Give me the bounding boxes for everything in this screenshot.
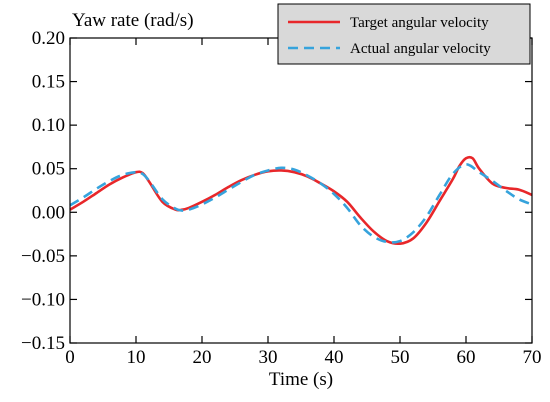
legend-box bbox=[277, 3, 531, 65]
x-tick-label: 60 bbox=[457, 347, 476, 368]
x-tick-label: 70 bbox=[523, 347, 542, 368]
actual-angular-velocity-line bbox=[69, 163, 533, 244]
legend: Target angular velocity Actual angular ve… bbox=[277, 3, 531, 65]
x-tick-label: 40 bbox=[325, 347, 344, 368]
x-tick-label: 50 bbox=[391, 347, 410, 368]
legend-label-actual: Actual angular velocity bbox=[350, 41, 491, 57]
target-angular-velocity-line bbox=[69, 155, 533, 246]
x-tick-label: 30 bbox=[259, 347, 278, 368]
y-tick-label: 0.10 bbox=[32, 115, 65, 136]
axis-ticks: 0 10 20 30 40 50 60 70 −0.15 −0.10 −0.05 0.00 0.05 0.… bbox=[21, 28, 541, 368]
x-tick-label: 0 bbox=[65, 347, 75, 368]
y-tick-label: 0.00 bbox=[32, 202, 65, 223]
y-tick-label: −0.15 bbox=[21, 333, 65, 354]
series-lines bbox=[69, 155, 533, 246]
y-tick-label: −0.10 bbox=[21, 289, 65, 310]
y-tick-label: 0.05 bbox=[32, 159, 65, 180]
legend-label-target: Target angular velocity bbox=[350, 15, 489, 31]
y-tick-label: 0.15 bbox=[32, 72, 65, 93]
x-axis-label: Time (s) bbox=[269, 369, 333, 390]
y-tick-label: −0.05 bbox=[21, 246, 65, 267]
y-axis-label: Yaw rate (rad/s) bbox=[72, 10, 194, 31]
y-tick-label: 0.20 bbox=[32, 28, 65, 49]
plot-frame bbox=[69, 37, 533, 344]
x-tick-label: 20 bbox=[193, 347, 212, 368]
x-tick-label: 10 bbox=[127, 347, 146, 368]
